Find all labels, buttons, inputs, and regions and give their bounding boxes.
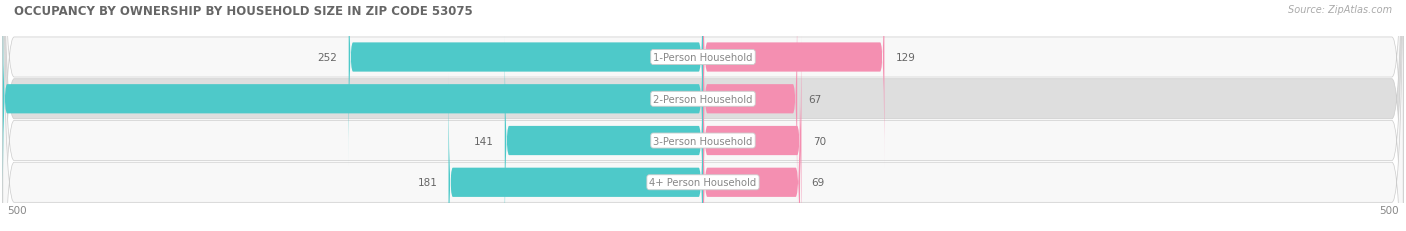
Text: 4+ Person Household: 4+ Person Household xyxy=(650,177,756,188)
Text: 141: 141 xyxy=(474,136,494,146)
Text: 67: 67 xyxy=(808,94,821,104)
FancyBboxPatch shape xyxy=(703,31,801,231)
Text: 252: 252 xyxy=(318,53,337,63)
Text: OCCUPANCY BY OWNERSHIP BY HOUSEHOLD SIZE IN ZIP CODE 53075: OCCUPANCY BY OWNERSHIP BY HOUSEHOLD SIZE… xyxy=(14,5,472,18)
Text: Source: ZipAtlas.com: Source: ZipAtlas.com xyxy=(1288,5,1392,15)
FancyBboxPatch shape xyxy=(3,0,1403,231)
Text: 2-Person Household: 2-Person Household xyxy=(654,94,752,104)
Text: 1-Person Household: 1-Person Household xyxy=(654,53,752,63)
FancyBboxPatch shape xyxy=(505,31,703,231)
FancyBboxPatch shape xyxy=(703,0,884,168)
FancyBboxPatch shape xyxy=(349,0,703,168)
Text: 500: 500 xyxy=(1379,205,1399,215)
FancyBboxPatch shape xyxy=(449,72,703,231)
FancyBboxPatch shape xyxy=(703,72,800,231)
FancyBboxPatch shape xyxy=(703,0,797,210)
Text: 69: 69 xyxy=(811,177,824,188)
Text: 500: 500 xyxy=(7,205,27,215)
FancyBboxPatch shape xyxy=(3,0,1403,231)
Text: 129: 129 xyxy=(896,53,915,63)
FancyBboxPatch shape xyxy=(3,0,703,210)
FancyBboxPatch shape xyxy=(3,0,1403,231)
Text: 70: 70 xyxy=(813,136,825,146)
Text: 3-Person Household: 3-Person Household xyxy=(654,136,752,146)
Text: 181: 181 xyxy=(418,177,437,188)
FancyBboxPatch shape xyxy=(3,0,1403,231)
